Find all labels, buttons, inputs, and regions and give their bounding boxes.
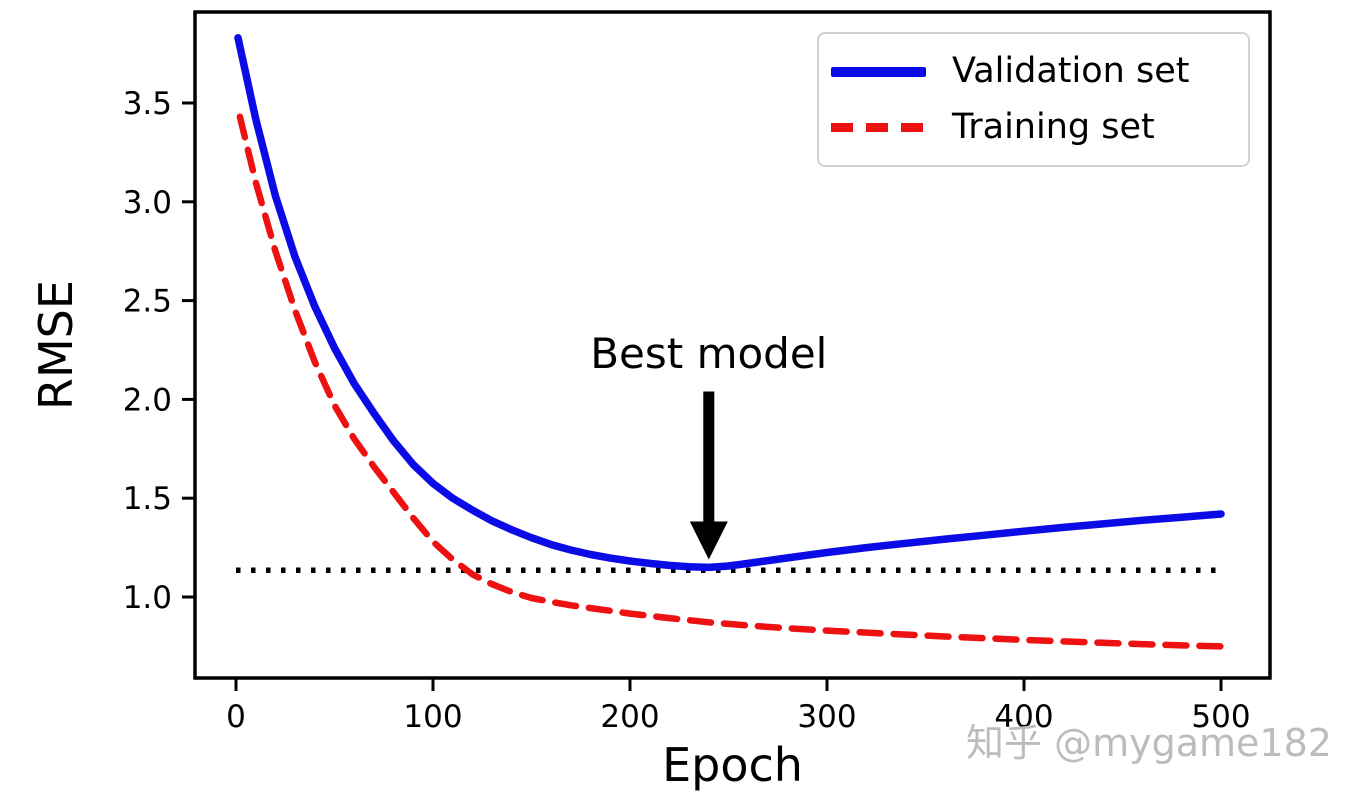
training-curve — [236, 113, 1225, 650]
legend-label-training: Training set — [952, 106, 1155, 147]
y-tick-label: 3.0 — [123, 185, 172, 221]
training-line-swatch — [831, 122, 926, 132]
watermark: 知乎 @mygame182 — [966, 721, 1332, 765]
x-tick-label: 300 — [797, 699, 856, 735]
x-tick-label: 200 — [600, 699, 659, 735]
y-tick-label: 2.0 — [123, 382, 172, 418]
validation-curve — [234, 34, 1225, 572]
best-model-arrow-head — [689, 521, 728, 560]
legend-row-validation: Validation set — [831, 54, 1248, 89]
y-tick-label: 1.0 — [123, 580, 172, 616]
y-tick-label: 2.5 — [123, 284, 172, 320]
legend-box: Validation set Training set — [817, 32, 1250, 167]
legend-label-validation: Validation set — [952, 51, 1190, 92]
plot-border — [193, 10, 1272, 680]
best-model-arrow-shaft — [703, 391, 715, 524]
x-tick-label: 0 — [226, 699, 246, 735]
y-tick-label: 1.5 — [123, 481, 172, 517]
x-tick-label: 100 — [403, 699, 462, 735]
y-axis-title: RMSE — [29, 280, 83, 410]
x-tick-label: 400 — [994, 699, 1053, 735]
best-model-annotation: Best model — [590, 329, 827, 378]
legend-row-training: Training set — [831, 106, 1248, 147]
x-tick-label: 500 — [1191, 699, 1250, 735]
x-axis-title: Epoch — [662, 738, 803, 792]
y-tick-label: 3.5 — [123, 86, 172, 122]
validation-line-swatch — [831, 66, 926, 77]
